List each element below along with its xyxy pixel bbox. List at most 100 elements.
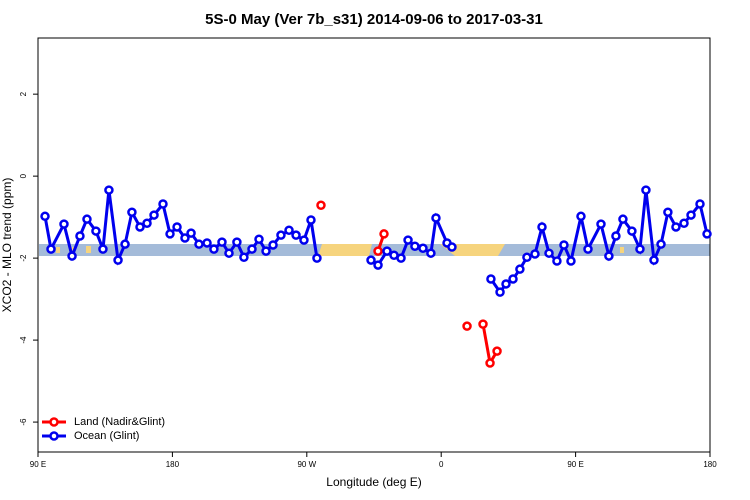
point — [113, 255, 123, 265]
y-tick-label: -2 — [19, 254, 28, 262]
point — [611, 231, 621, 241]
point — [98, 244, 108, 254]
point — [656, 239, 666, 249]
point — [478, 319, 488, 329]
point — [663, 207, 673, 217]
point — [583, 244, 593, 254]
point — [618, 214, 628, 224]
y-tick-label: -6 — [19, 418, 28, 426]
point — [576, 211, 586, 222]
point — [46, 244, 56, 254]
point — [552, 256, 562, 266]
point — [59, 219, 69, 229]
point — [501, 279, 511, 289]
point — [627, 226, 637, 236]
point — [316, 200, 326, 210]
point — [379, 229, 389, 239]
point — [559, 240, 569, 250]
plot-frame — [37, 37, 711, 453]
point — [91, 226, 101, 236]
point — [276, 230, 286, 240]
y-axis-label: XCO2 - MLO trend (ppm) — [0, 178, 14, 313]
point — [403, 235, 413, 245]
x-tick-label: 90 E — [567, 460, 583, 469]
point — [604, 251, 614, 261]
point — [254, 234, 264, 245]
chart-title: 5S-0 May (Ver 7b_s31) 2014-09-06 to 2017… — [205, 11, 543, 28]
point — [209, 244, 219, 254]
point — [635, 244, 645, 254]
point — [431, 213, 441, 223]
point — [544, 248, 554, 258]
y-tick-label: 0 — [19, 173, 28, 178]
point — [686, 210, 696, 220]
point — [366, 255, 376, 265]
y-tick-label: -4 — [19, 336, 28, 344]
point — [641, 185, 651, 195]
point — [186, 228, 196, 238]
point — [239, 252, 249, 263]
point — [373, 246, 383, 256]
point — [373, 260, 383, 270]
legend-label: Ocean (Glint) — [74, 430, 139, 442]
point — [522, 252, 532, 263]
point — [247, 244, 257, 254]
x-tick-label: 180 — [703, 460, 717, 469]
point — [180, 233, 190, 243]
point — [530, 249, 540, 259]
point — [495, 287, 505, 297]
point — [268, 240, 278, 250]
point — [291, 230, 301, 240]
point — [312, 253, 322, 263]
point — [426, 248, 436, 258]
point — [67, 251, 77, 261]
point — [671, 222, 681, 232]
x-tick-label: 180 — [166, 460, 180, 469]
point — [224, 248, 234, 258]
point — [194, 239, 204, 249]
x-tick-label: 90 W — [297, 460, 316, 469]
point — [172, 222, 182, 232]
point — [566, 256, 576, 266]
point — [596, 219, 606, 229]
point — [40, 211, 50, 222]
point — [261, 246, 271, 256]
x-axis-label: Longitude (deg E) — [326, 475, 421, 489]
point — [485, 358, 495, 368]
point — [299, 235, 309, 245]
point — [492, 346, 502, 356]
point — [486, 274, 496, 284]
point — [396, 253, 406, 263]
point — [149, 210, 159, 220]
x-tick-label: 0 — [439, 460, 444, 469]
point — [515, 264, 525, 274]
point — [284, 225, 294, 235]
point — [232, 237, 242, 247]
point — [127, 207, 137, 217]
point — [142, 218, 152, 229]
x-tick-label: 90 E — [30, 460, 46, 469]
point — [82, 214, 92, 224]
point — [75, 231, 85, 241]
point — [679, 218, 689, 229]
point — [410, 241, 420, 251]
legend-marker — [49, 431, 59, 441]
point — [104, 185, 114, 195]
point — [158, 199, 168, 209]
point — [418, 243, 428, 254]
point — [135, 222, 145, 232]
point — [217, 237, 227, 247]
legend-label: Land (Nadir&Glint) — [74, 416, 165, 428]
y-tick-label: 2 — [19, 91, 28, 96]
series-line — [43, 189, 709, 295]
point — [537, 222, 547, 232]
point — [306, 215, 316, 225]
point — [462, 321, 472, 331]
point — [508, 274, 518, 284]
point — [382, 246, 392, 256]
legend-marker — [49, 417, 59, 427]
point — [447, 242, 457, 252]
point — [695, 199, 705, 209]
point — [702, 229, 712, 239]
